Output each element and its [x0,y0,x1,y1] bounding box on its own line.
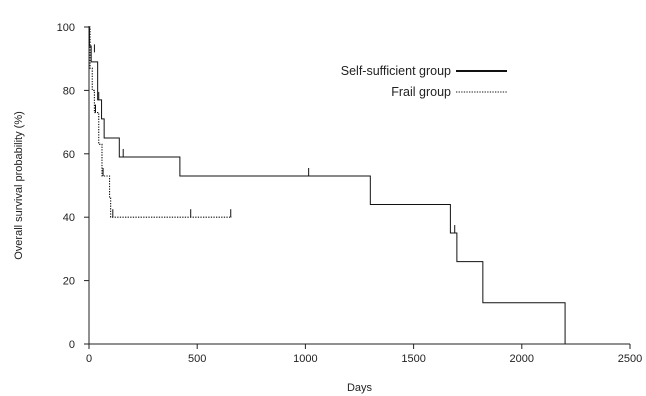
y-tick-label: 60 [63,149,75,161]
series-line-1 [89,26,232,218]
y-tick-label: 20 [63,276,75,288]
x-tick-label: 1500 [401,353,425,365]
axes [88,26,630,345]
y-tick-label: 40 [63,212,75,224]
legend-label-self-sufficient: Self-sufficient group [341,64,451,78]
series-layer [88,26,566,344]
x-tick-label: 2500 [618,353,642,365]
x-tick-label: 1000 [293,353,317,365]
y-tick-label: 100 [57,22,75,34]
x-axis-label: Days [347,382,373,394]
x-tick-label: 2000 [510,353,534,365]
legend-label-frail: Frail group [391,85,451,99]
x-tick-label: 0 [86,353,92,365]
legend: Self-sufficient group Frail group [341,64,507,99]
y-axis-label: Overall survival probability (%) [13,111,25,260]
x-tick-label: 500 [188,353,206,365]
y-tick-label: 0 [69,339,75,351]
y-tick-label: 80 [63,85,75,97]
series-line-0 [88,26,566,344]
